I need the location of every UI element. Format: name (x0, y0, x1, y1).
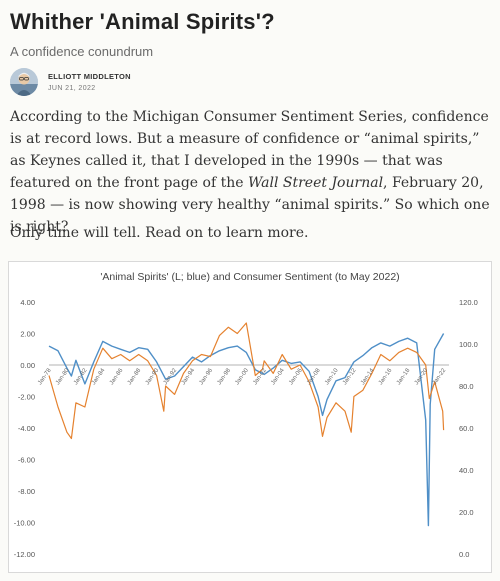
x-tick-label: Jan-80 (55, 367, 71, 386)
publication-name: Wall Street Journal (247, 175, 384, 191)
x-tick-label: Jan-00 (235, 367, 251, 386)
left-tick-label: -6.00 (18, 456, 35, 465)
x-tick-label: Jan-82 (73, 367, 89, 386)
chart-right-axis: 120.0 100.0 80.0 60.0 40.0 20.0 0.0 (459, 298, 478, 559)
chart-figure: 'Animal Spirits' (L; blue) and Consumer … (8, 261, 492, 573)
avatar-image (10, 68, 38, 96)
right-tick-label: 0.0 (459, 550, 469, 559)
x-tick-label: Jan-04 (270, 367, 286, 386)
series-line-left (48, 333, 445, 527)
left-tick-label: -12.00 (14, 550, 35, 559)
x-tick-label: Jan-10 (324, 367, 340, 386)
author-avatar[interactable] (10, 68, 38, 96)
left-tick-label: 2.00 (20, 330, 35, 339)
article-title: Whither 'Animal Spirits'? (10, 9, 275, 34)
publish-date: JUN 21, 2022 (48, 85, 96, 92)
left-tick-label: 0.00 (20, 361, 35, 370)
chart-x-axis: Jan-78 Jan-80 Jan-82 Jan-84 Jan-86 Jan-88 Jan-… (37, 367, 447, 386)
chart-left-axis: 4.00 2.00 0.00 -2.00 -4.00 -6.00 -8.00 -10.00 -1… (14, 298, 35, 559)
x-tick-label: Jan-18 (396, 367, 412, 386)
article-paragraph-2: Only time will tell. Read on to learn mo… (10, 225, 309, 241)
x-tick-label: Jan-98 (217, 367, 233, 386)
x-tick-label: Jan-94 (181, 367, 197, 386)
left-tick-label: 4.00 (20, 298, 35, 307)
x-tick-label: Jan-86 (109, 367, 125, 386)
x-tick-label: Jan-96 (199, 367, 215, 386)
series-line-right (48, 322, 445, 440)
left-tick-label: -8.00 (18, 487, 35, 496)
paragraph-text: , February 20, 1998 — is now showing ver… (10, 175, 490, 235)
right-tick-label: 60.0 (459, 424, 474, 433)
chart-title: 'Animal Spirits' (L; blue) and Consumer … (100, 271, 399, 283)
left-tick-label: -4.00 (18, 424, 35, 433)
x-tick-label: Jan-16 (378, 367, 394, 386)
chart-svg: 'Animal Spirits' (L; blue) and Consumer … (14, 271, 478, 559)
x-tick-label: Jan-92 (163, 367, 179, 386)
right-tick-label: 40.0 (459, 466, 474, 475)
x-tick-label: Jan-88 (127, 367, 143, 386)
x-tick-label: Jan-12 (342, 367, 358, 386)
article-paragraph-1: According to the Michigan Consumer Senti… (10, 106, 494, 238)
x-tick-label: Jan-14 (360, 367, 376, 386)
article-subtitle: A confidence conundrum (10, 44, 154, 59)
x-tick-label: Jan-06 (288, 367, 304, 386)
left-tick-label: -10.00 (14, 519, 35, 528)
right-tick-label: 80.0 (459, 382, 474, 391)
x-tick-label: Jan-22 (432, 367, 448, 386)
right-tick-label: 20.0 (459, 508, 474, 517)
chart-series (48, 322, 445, 527)
left-tick-label: -2.00 (18, 393, 35, 402)
author-name[interactable]: ELLIOTT MIDDLETON (48, 72, 131, 81)
right-tick-label: 100.0 (459, 340, 478, 349)
paragraph-text: According to the Michigan Consumer Senti… (10, 109, 489, 191)
right-tick-label: 120.0 (459, 298, 478, 307)
